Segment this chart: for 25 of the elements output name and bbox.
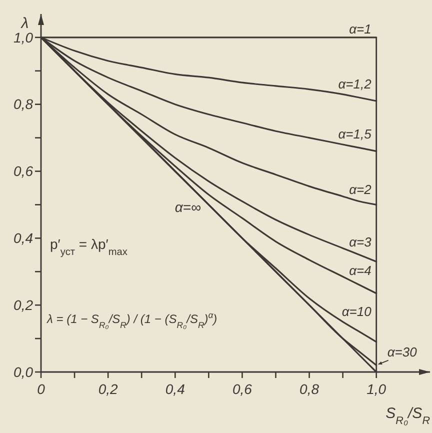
series-label: α=1 <box>349 21 372 36</box>
x-tick-label: 0,2 <box>98 381 118 397</box>
y-tick-label: 0,2 <box>14 296 34 313</box>
text: λ = (1 − S$_{R₀}$/S$_{R}$) / (1 − (S$_{R₀}$/S$_{R}$)$^{α}$) <box>47 310 218 330</box>
x-tick-label: 0,4 <box>165 381 186 397</box>
x-tick-label: 1,0 <box>366 381 386 397</box>
x-tick-label: 0 <box>37 381 46 397</box>
y-tick-label: 0,4 <box>14 230 34 246</box>
series-label: α=1,5 <box>338 126 372 142</box>
y-tick-label: 0,0 <box>14 364 34 380</box>
series-label: α=2 <box>349 182 372 197</box>
series-label: α=4 <box>349 263 372 278</box>
y-tick-label: 0,8 <box>14 96 34 112</box>
x-tick-label: 0,6 <box>232 381 252 397</box>
y-axis-title: λ <box>20 15 29 32</box>
x-axis-title: S$_{R₀}$/S$_{R}$ <box>386 405 430 427</box>
series-label: α=∞ <box>174 199 201 215</box>
annotation: p′$_{уст}$ = λp′$_{max}$ <box>50 236 128 258</box>
series-label: α=1,2 <box>338 76 372 92</box>
series-label: α=3 <box>349 234 372 250</box>
y-tick-label: 1,0 <box>14 29 34 46</box>
series-label: α=30 <box>387 344 418 360</box>
y-tick-label: 0,6 <box>14 163 34 180</box>
series-label: α=10 <box>342 304 372 319</box>
x-tick-label: 0,8 <box>300 381 320 397</box>
